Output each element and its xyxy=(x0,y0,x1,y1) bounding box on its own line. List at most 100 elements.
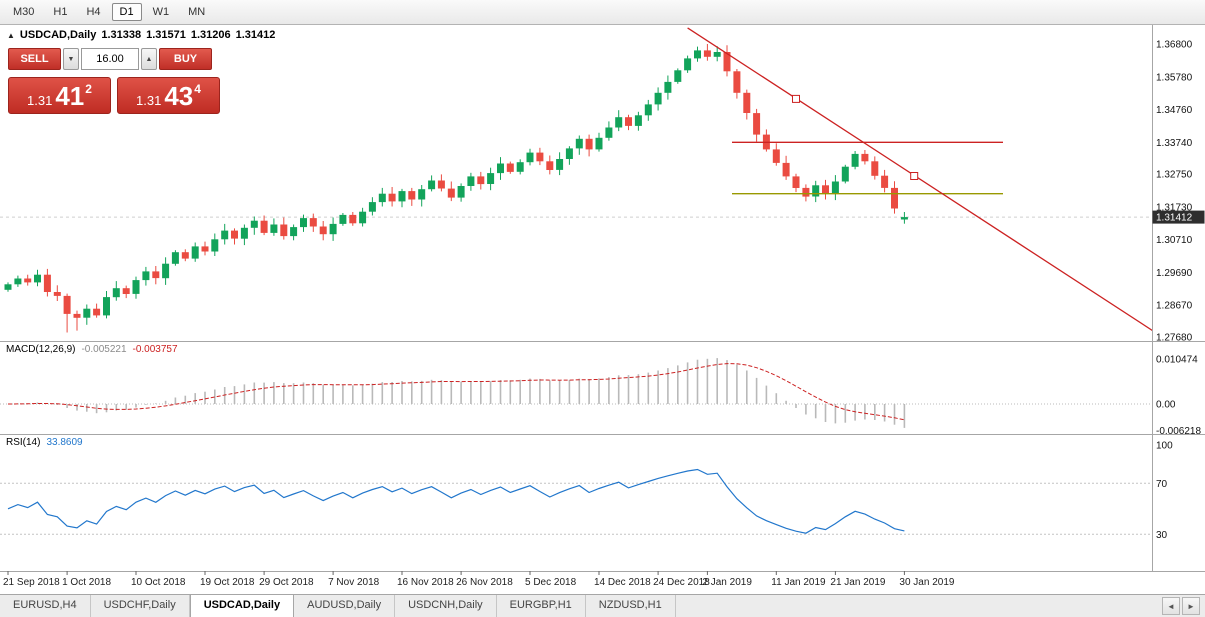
candle xyxy=(861,153,869,162)
timeframe-h4[interactable]: H4 xyxy=(86,6,101,18)
svg-text:1.31730: 1.31730 xyxy=(1156,202,1193,213)
timeframe-toolbar: M30 H1 H4 D1 W1 MN xyxy=(0,0,1205,25)
one-click-toggle-icon[interactable]: ▲ xyxy=(7,30,15,40)
candle xyxy=(211,239,219,252)
ohlc-open: 1.31338 xyxy=(101,29,142,41)
svg-text:100: 100 xyxy=(1156,441,1173,452)
candle xyxy=(575,138,583,149)
timeframe-h1[interactable]: H1 xyxy=(53,6,68,18)
trendline-handle[interactable] xyxy=(910,172,919,180)
candle xyxy=(900,217,908,220)
svg-text:21 Jan 2019: 21 Jan 2019 xyxy=(830,577,885,588)
svg-text:0.00: 0.00 xyxy=(1156,400,1176,411)
svg-text:5 Dec 2018: 5 Dec 2018 xyxy=(525,577,577,588)
price-axis[interactable]: 1.36800 1.35780 1.34760 1.33740 1.32750 1.317… xyxy=(1156,40,1193,344)
candle xyxy=(802,187,810,197)
macd-axis[interactable]: 0.010474 0.00 -0.006218 xyxy=(1156,355,1201,438)
candle xyxy=(250,220,258,228)
candle xyxy=(319,226,327,235)
svg-text:1.34760: 1.34760 xyxy=(1156,105,1193,116)
svg-text:30 Jan 2019: 30 Jan 2019 xyxy=(899,577,954,588)
candle xyxy=(73,313,81,318)
bottom-tab-eurgbp-h1[interactable]: EURGBP,H1 xyxy=(497,595,586,617)
candle xyxy=(447,188,455,198)
buy-price-sup: 4 xyxy=(194,82,201,96)
timeframe-mn[interactable]: MN xyxy=(188,6,206,18)
candle xyxy=(625,117,632,126)
tab-scroll-right-button[interactable]: ► xyxy=(1182,597,1200,615)
bottom-tab-usdcad-daily[interactable]: USDCAD,Daily xyxy=(189,595,295,617)
ohlc-high: 1.31571 xyxy=(146,29,186,41)
ohlc-low: 1.31206 xyxy=(190,29,231,41)
panel-separators xyxy=(0,25,1205,572)
candle xyxy=(34,274,41,283)
trendline-handle[interactable] xyxy=(792,94,800,103)
candle xyxy=(841,166,849,182)
svg-text:14 Dec 2018: 14 Dec 2018 xyxy=(594,577,651,588)
bottom-tab-eurusd-h4[interactable]: EURUSD,H4 xyxy=(0,595,91,617)
candle xyxy=(388,193,396,202)
svg-text:21 Sep 2018: 21 Sep 2018 xyxy=(3,577,60,588)
candle xyxy=(93,308,101,316)
candle xyxy=(290,227,298,237)
timeframe-m30[interactable]: M30 xyxy=(13,6,35,18)
candle xyxy=(831,181,839,194)
svg-text:1.33740: 1.33740 xyxy=(1156,138,1193,149)
tab-scroll-left-button[interactable]: ◄ xyxy=(1162,597,1180,615)
svg-text:30: 30 xyxy=(1156,530,1168,541)
bottom-tab-audusd-daily[interactable]: AUDUSD,Daily xyxy=(294,595,396,617)
volume-input[interactable] xyxy=(81,48,139,70)
trendline[interactable] xyxy=(687,27,1156,333)
volume-increase-button[interactable]: ▲ xyxy=(141,48,157,70)
svg-text:7 Nov 2018: 7 Nov 2018 xyxy=(328,577,380,588)
symbol-label: USDCAD,Daily xyxy=(19,29,97,41)
macd-histogram xyxy=(17,358,906,428)
candle xyxy=(615,117,623,128)
scroll-right-icon: ► xyxy=(1187,601,1195,611)
svg-text:1.36800: 1.36800 xyxy=(1156,40,1193,51)
candle xyxy=(14,278,22,285)
candle xyxy=(260,220,268,233)
bid-price-tag: 1.31412 xyxy=(1152,210,1205,224)
candle xyxy=(595,137,603,150)
buy-price-display[interactable]: 1.31 43 4 xyxy=(117,77,220,114)
candle xyxy=(477,176,485,185)
candle xyxy=(674,70,682,82)
candle xyxy=(556,159,564,170)
candle xyxy=(782,162,790,177)
svg-text:16 Nov 2018: 16 Nov 2018 xyxy=(397,577,454,588)
candle xyxy=(881,175,889,188)
candle xyxy=(408,191,416,200)
sell-button[interactable]: SELL xyxy=(8,48,61,70)
candle xyxy=(536,152,544,162)
candle xyxy=(221,230,229,240)
rsi-axis[interactable]: 100 70 30 xyxy=(1156,441,1173,541)
time-axis[interactable]: 21 Sep 2018 1 Oct 2018 10 Oct 2018 19 Oct 2… xyxy=(3,571,955,588)
volume-decrease-button[interactable]: ▼ xyxy=(63,48,79,70)
macd-header: MACD(12,26,9) -0.005221 -0.003757 xyxy=(6,344,178,355)
candle xyxy=(713,52,721,57)
candle xyxy=(201,246,209,252)
bottom-tab-usdcnh-daily[interactable]: USDCNH,Daily xyxy=(395,595,497,617)
bottom-tab-nzdusd-h1[interactable]: NZDUSD,H1 xyxy=(586,595,676,617)
timeframe-w1[interactable]: W1 xyxy=(152,6,170,18)
svg-text:1.28670: 1.28670 xyxy=(1156,301,1193,312)
candle xyxy=(812,185,820,197)
buy-button[interactable]: BUY xyxy=(159,48,212,70)
timeframe-d1[interactable]: D1 xyxy=(111,3,142,21)
sell-price-display[interactable]: 1.31 41 2 xyxy=(8,77,111,114)
candle xyxy=(43,274,51,292)
buy-price-big: 1.31 xyxy=(136,92,162,108)
candle xyxy=(240,227,248,239)
candle xyxy=(565,148,573,159)
bottom-tab-bar: EURUSD,H4 USDCHF,Daily USDCAD,Daily AUDU… xyxy=(0,594,1205,617)
bottom-tab-usdchf-daily[interactable]: USDCHF,Daily xyxy=(91,595,190,617)
candle xyxy=(280,224,288,237)
macd-signal-value: -0.003757 xyxy=(132,344,178,355)
candle xyxy=(546,161,554,170)
candle xyxy=(684,58,692,71)
svg-text:26 Nov 2018: 26 Nov 2018 xyxy=(456,577,513,588)
macd-signal-line xyxy=(7,363,905,421)
candle xyxy=(329,223,337,235)
